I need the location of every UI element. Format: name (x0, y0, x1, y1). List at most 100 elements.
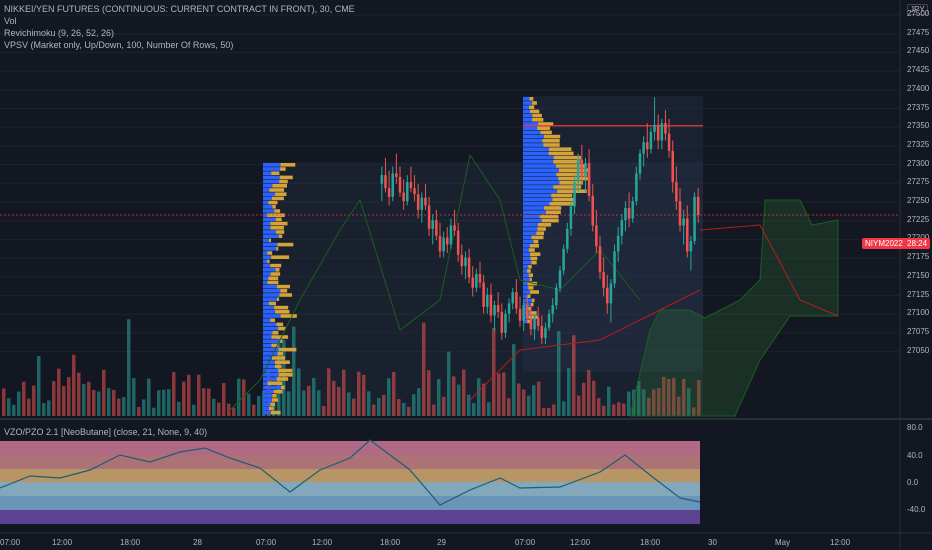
vp-row-up (263, 230, 276, 234)
candle-body (686, 218, 689, 252)
volume-bar (467, 394, 471, 416)
price-tick-label: 27075 (907, 326, 930, 336)
vp-row-up (523, 168, 559, 172)
vp-row-down (530, 252, 541, 256)
vp-row-down (544, 134, 561, 139)
vpsv-indicator-label[interactable]: VPSV (Market only, Up/Down, 100, Number … (4, 40, 234, 50)
vp-row-up (263, 179, 280, 184)
vp-row-down (275, 217, 282, 222)
volume-bar (527, 395, 531, 416)
vp-row-down (543, 143, 560, 147)
vp-row-up (263, 410, 271, 415)
volume-bar (652, 389, 656, 416)
vp-row-down (531, 235, 544, 240)
vol-indicator-label[interactable]: Vol (4, 16, 17, 26)
volume-bar (607, 386, 611, 416)
ichimoku-indicator-label[interactable]: Revichimoku (9, 26, 52, 26) (4, 28, 115, 38)
vp-row-up (263, 356, 272, 360)
volume-bar (547, 407, 551, 416)
volume-bar (2, 388, 6, 416)
volume-bar (172, 372, 176, 416)
volume-bar (502, 372, 506, 416)
vp-row-up (263, 314, 281, 318)
vp-row-up (263, 364, 275, 369)
price-tick-label: 27200 (907, 233, 929, 242)
vp-row-down (272, 398, 279, 402)
vp-row-down (272, 205, 276, 209)
volume-bar (102, 369, 106, 416)
volume-bar (132, 378, 136, 416)
volume-bar (572, 335, 576, 416)
vp-row-down (531, 298, 535, 303)
vp-row-down (532, 113, 542, 118)
vp-row-down (272, 394, 277, 398)
vp-row-down (267, 213, 285, 217)
candle-body (391, 173, 394, 197)
candle-body (424, 197, 427, 206)
vp-row-down (532, 101, 537, 105)
vp-row-down (276, 297, 280, 301)
candle-body (595, 225, 598, 247)
candle-body (693, 196, 696, 241)
volume-bar (682, 379, 686, 416)
vp-row-up (263, 394, 273, 398)
candle-body (507, 303, 511, 314)
candle-body (555, 287, 558, 306)
vp-row-down (271, 171, 280, 175)
candle-body (566, 228, 569, 249)
vp-row-up (523, 147, 550, 151)
volume-bar (122, 397, 126, 416)
vp-row-up (523, 189, 558, 193)
osc-tick-label: 40.0 (907, 451, 923, 460)
vp-row-up (523, 210, 546, 214)
vp-row-up (263, 339, 281, 343)
vp-row-down (270, 402, 276, 406)
vp-row-up (263, 297, 277, 301)
vp-row-up (523, 193, 552, 198)
candle-body (478, 273, 482, 283)
volume-bar (692, 407, 696, 416)
price-tick-label: 27500 (907, 9, 930, 18)
vp-row-up (263, 205, 273, 209)
candle-body (664, 123, 667, 134)
volume-bar (447, 351, 451, 416)
volume-bar (112, 389, 116, 416)
candle-body (489, 294, 493, 316)
volume-bar (252, 404, 256, 416)
candle-body (576, 159, 580, 183)
vp-row-down (271, 356, 286, 360)
volume-bar (157, 390, 161, 416)
candle-body (529, 318, 533, 330)
candle-body (631, 201, 634, 219)
vp-row-down (279, 179, 288, 184)
time-tick-label: 18:00 (640, 538, 661, 547)
vp-row-down (272, 184, 288, 188)
oscillator-line (0, 439, 701, 506)
vzo-indicator-label[interactable]: VZO/PZO 2.1 [NeoButane] (close, 21, None… (4, 427, 208, 437)
vp-row-down (280, 314, 297, 318)
volume-bar (557, 331, 561, 416)
volume-bar (77, 372, 81, 416)
vp-row-down (529, 97, 534, 101)
vp-row-down (559, 181, 584, 185)
ichimoku-cloud (629, 199, 839, 417)
vp-row-up (523, 218, 542, 223)
vp-row-down (529, 109, 540, 114)
volume-bar (522, 389, 526, 416)
vp-row-up (263, 221, 271, 226)
volume-bar (42, 403, 46, 416)
candle-body (580, 159, 584, 177)
volume-bar (87, 381, 91, 416)
currency-label[interactable]: JPY (907, 4, 928, 15)
volume-bar (302, 390, 306, 416)
vp-row-up (523, 139, 543, 143)
volume-bar (187, 374, 191, 416)
vp-row-down (274, 209, 281, 213)
symbol-title[interactable]: NIKKEI/YEN FUTURES (CONTINUOUS: CURRENT … (4, 4, 355, 14)
price-tick-label: 27425 (907, 65, 930, 75)
vp-row-down (527, 269, 531, 273)
volume-bar (57, 368, 61, 416)
candle-body (453, 225, 456, 231)
volume-bar (477, 378, 481, 416)
